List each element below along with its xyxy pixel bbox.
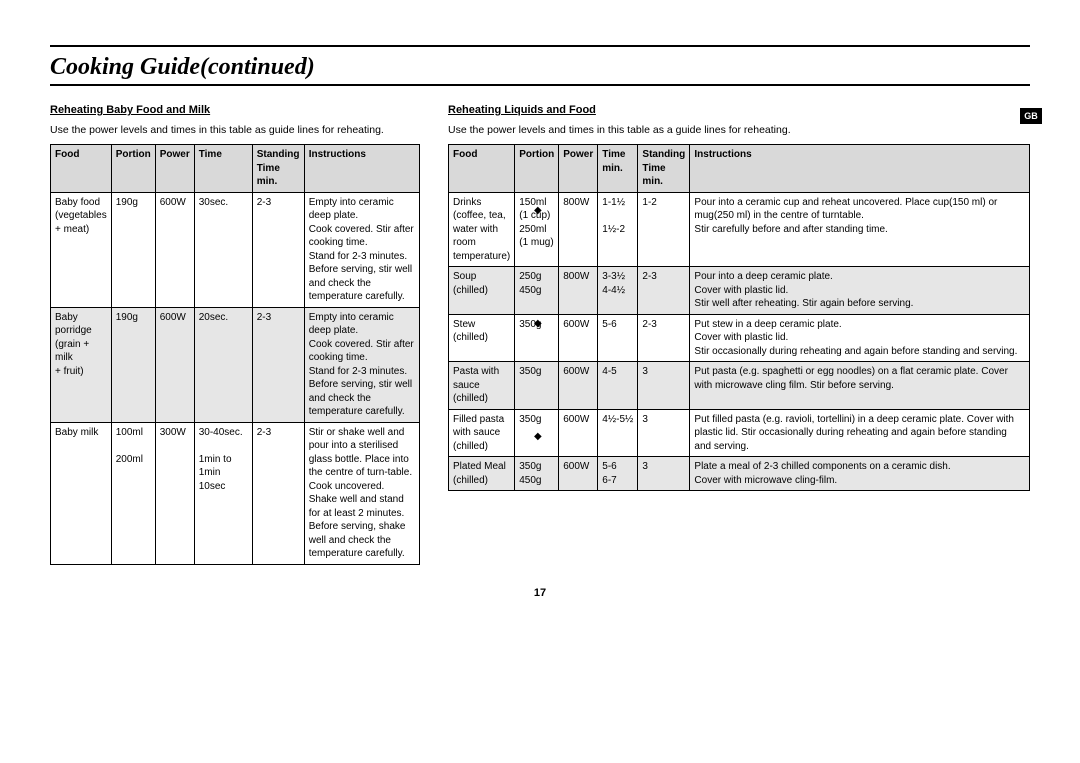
cell-standing: 2-3 [638,314,690,362]
bullet-icon: ◆ [534,318,542,329]
cell-time: 3-3½4-4½ [598,267,638,315]
cell-standing: 2-3 [252,307,304,422]
cell-time: 30-40sec.1min to1min 10sec [194,422,252,564]
cell-power: 300W [155,422,194,564]
left-heading: Reheating Baby Food and Milk [50,104,420,116]
table-row: Baby porridge(grain + milk+ fruit)190g60… [51,307,420,422]
cell-time: 4-5 [598,362,638,410]
cell-food: Pasta with sauce(chilled) [449,362,515,410]
cell-standing: 3 [638,457,690,491]
cell-instructions: Stir or shake well and pour into a steri… [304,422,419,564]
cell-standing: 3 [638,409,690,457]
bullet-icon: ◆ [534,205,542,216]
th-standing: StandingTime min. [638,145,690,193]
page-number: 17 [50,587,1030,599]
cell-standing: 2-3 [252,422,304,564]
th-standing: StandingTimemin. [252,145,304,193]
table-row: Baby food(vegetables+ meat)190g600W30sec… [51,192,420,307]
top-rule [50,45,1030,47]
cell-time: 5-66-7 [598,457,638,491]
title-wrap: Cooking Guide(continued) [50,49,1030,86]
cell-instructions: Plate a meal of 2-3 chilled components o… [690,457,1030,491]
th-power: Power [155,145,194,193]
cell-power: 800W [559,192,598,267]
side-ornaments: ◆ ◆ ◆ [534,205,542,442]
th-time: Timemin. [598,145,638,193]
cell-food: Baby food(vegetables+ meat) [51,192,112,307]
region-badge: GB [1020,108,1042,124]
cell-power: 800W [559,267,598,315]
th-portion: Portion [515,145,559,193]
cell-standing: 1-2 [638,192,690,267]
cell-power: 600W [559,409,598,457]
cell-portion: 350g450g [515,457,559,491]
cell-time: 30sec. [194,192,252,307]
cell-portion: 190g [111,307,155,422]
cell-power: 600W [559,314,598,362]
cell-time: 1-1½1½-2 [598,192,638,267]
cell-power: 600W [559,457,598,491]
cell-standing: 2-3 [252,192,304,307]
cell-instructions: Empty into ceramic deep plate.Cook cover… [304,307,419,422]
cell-food: Plated Meal(chilled) [449,457,515,491]
right-heading: Reheating Liquids and Food [448,104,1030,116]
cell-standing: 3 [638,362,690,410]
cell-food: Soup(chilled) [449,267,515,315]
th-portion: Portion [111,145,155,193]
table-header-row: Food Portion Power Timemin. StandingTime… [449,145,1030,193]
cell-standing: 2-3 [638,267,690,315]
cell-power: 600W [155,192,194,307]
cell-power: 600W [559,362,598,410]
table-header-row: Food Portion Power Time StandingTimemin.… [51,145,420,193]
bullet-icon: ◆ [534,431,542,442]
th-food: Food [51,145,112,193]
cell-instructions: Empty into ceramic deep plate.Cook cover… [304,192,419,307]
th-instructions: Instructions [304,145,419,193]
th-time: Time [194,145,252,193]
left-table: Food Portion Power Time StandingTimemin.… [50,144,420,565]
col-left: Reheating Baby Food and Milk Use the pow… [50,104,420,565]
cell-time: 20sec. [194,307,252,422]
table-row: Plated Meal(chilled)350g450g600W5-66-73P… [449,457,1030,491]
left-intro: Use the power levels and times in this t… [50,124,420,136]
cell-instructions: Pour into a ceramic cup and reheat uncov… [690,192,1030,267]
cell-food: Filled pasta with sauce(chilled) [449,409,515,457]
page-title: Cooking Guide(continued) [50,54,1030,81]
th-food: Food [449,145,515,193]
cell-food: Baby milk [51,422,112,564]
cell-instructions: Put stew in a deep ceramic plate.Cover w… [690,314,1030,362]
cell-time: 4½-5½ [598,409,638,457]
cell-power: 600W [155,307,194,422]
cell-food: Stew(chilled) [449,314,515,362]
cell-instructions: Put pasta (e.g. spaghetti or egg noodles… [690,362,1030,410]
cell-food: Baby porridge(grain + milk+ fruit) [51,307,112,422]
cell-portion: 100ml200ml [111,422,155,564]
table-row: Baby milk100ml200ml300W30-40sec.1min to1… [51,422,420,564]
cell-food: Drinks(coffee, tea, water with room temp… [449,192,515,267]
th-power: Power [559,145,598,193]
th-instructions: Instructions [690,145,1030,193]
page-root: Cooking Guide(continued) GB ◆ ◆ ◆ Reheat… [0,0,1080,629]
cell-instructions: Pour into a deep ceramic plate.Cover wit… [690,267,1030,315]
cell-instructions: Put filled pasta (e.g. ravioli, tortelli… [690,409,1030,457]
cell-time: 5-6 [598,314,638,362]
cell-portion: 190g [111,192,155,307]
right-intro: Use the power levels and times in this t… [448,124,1030,136]
